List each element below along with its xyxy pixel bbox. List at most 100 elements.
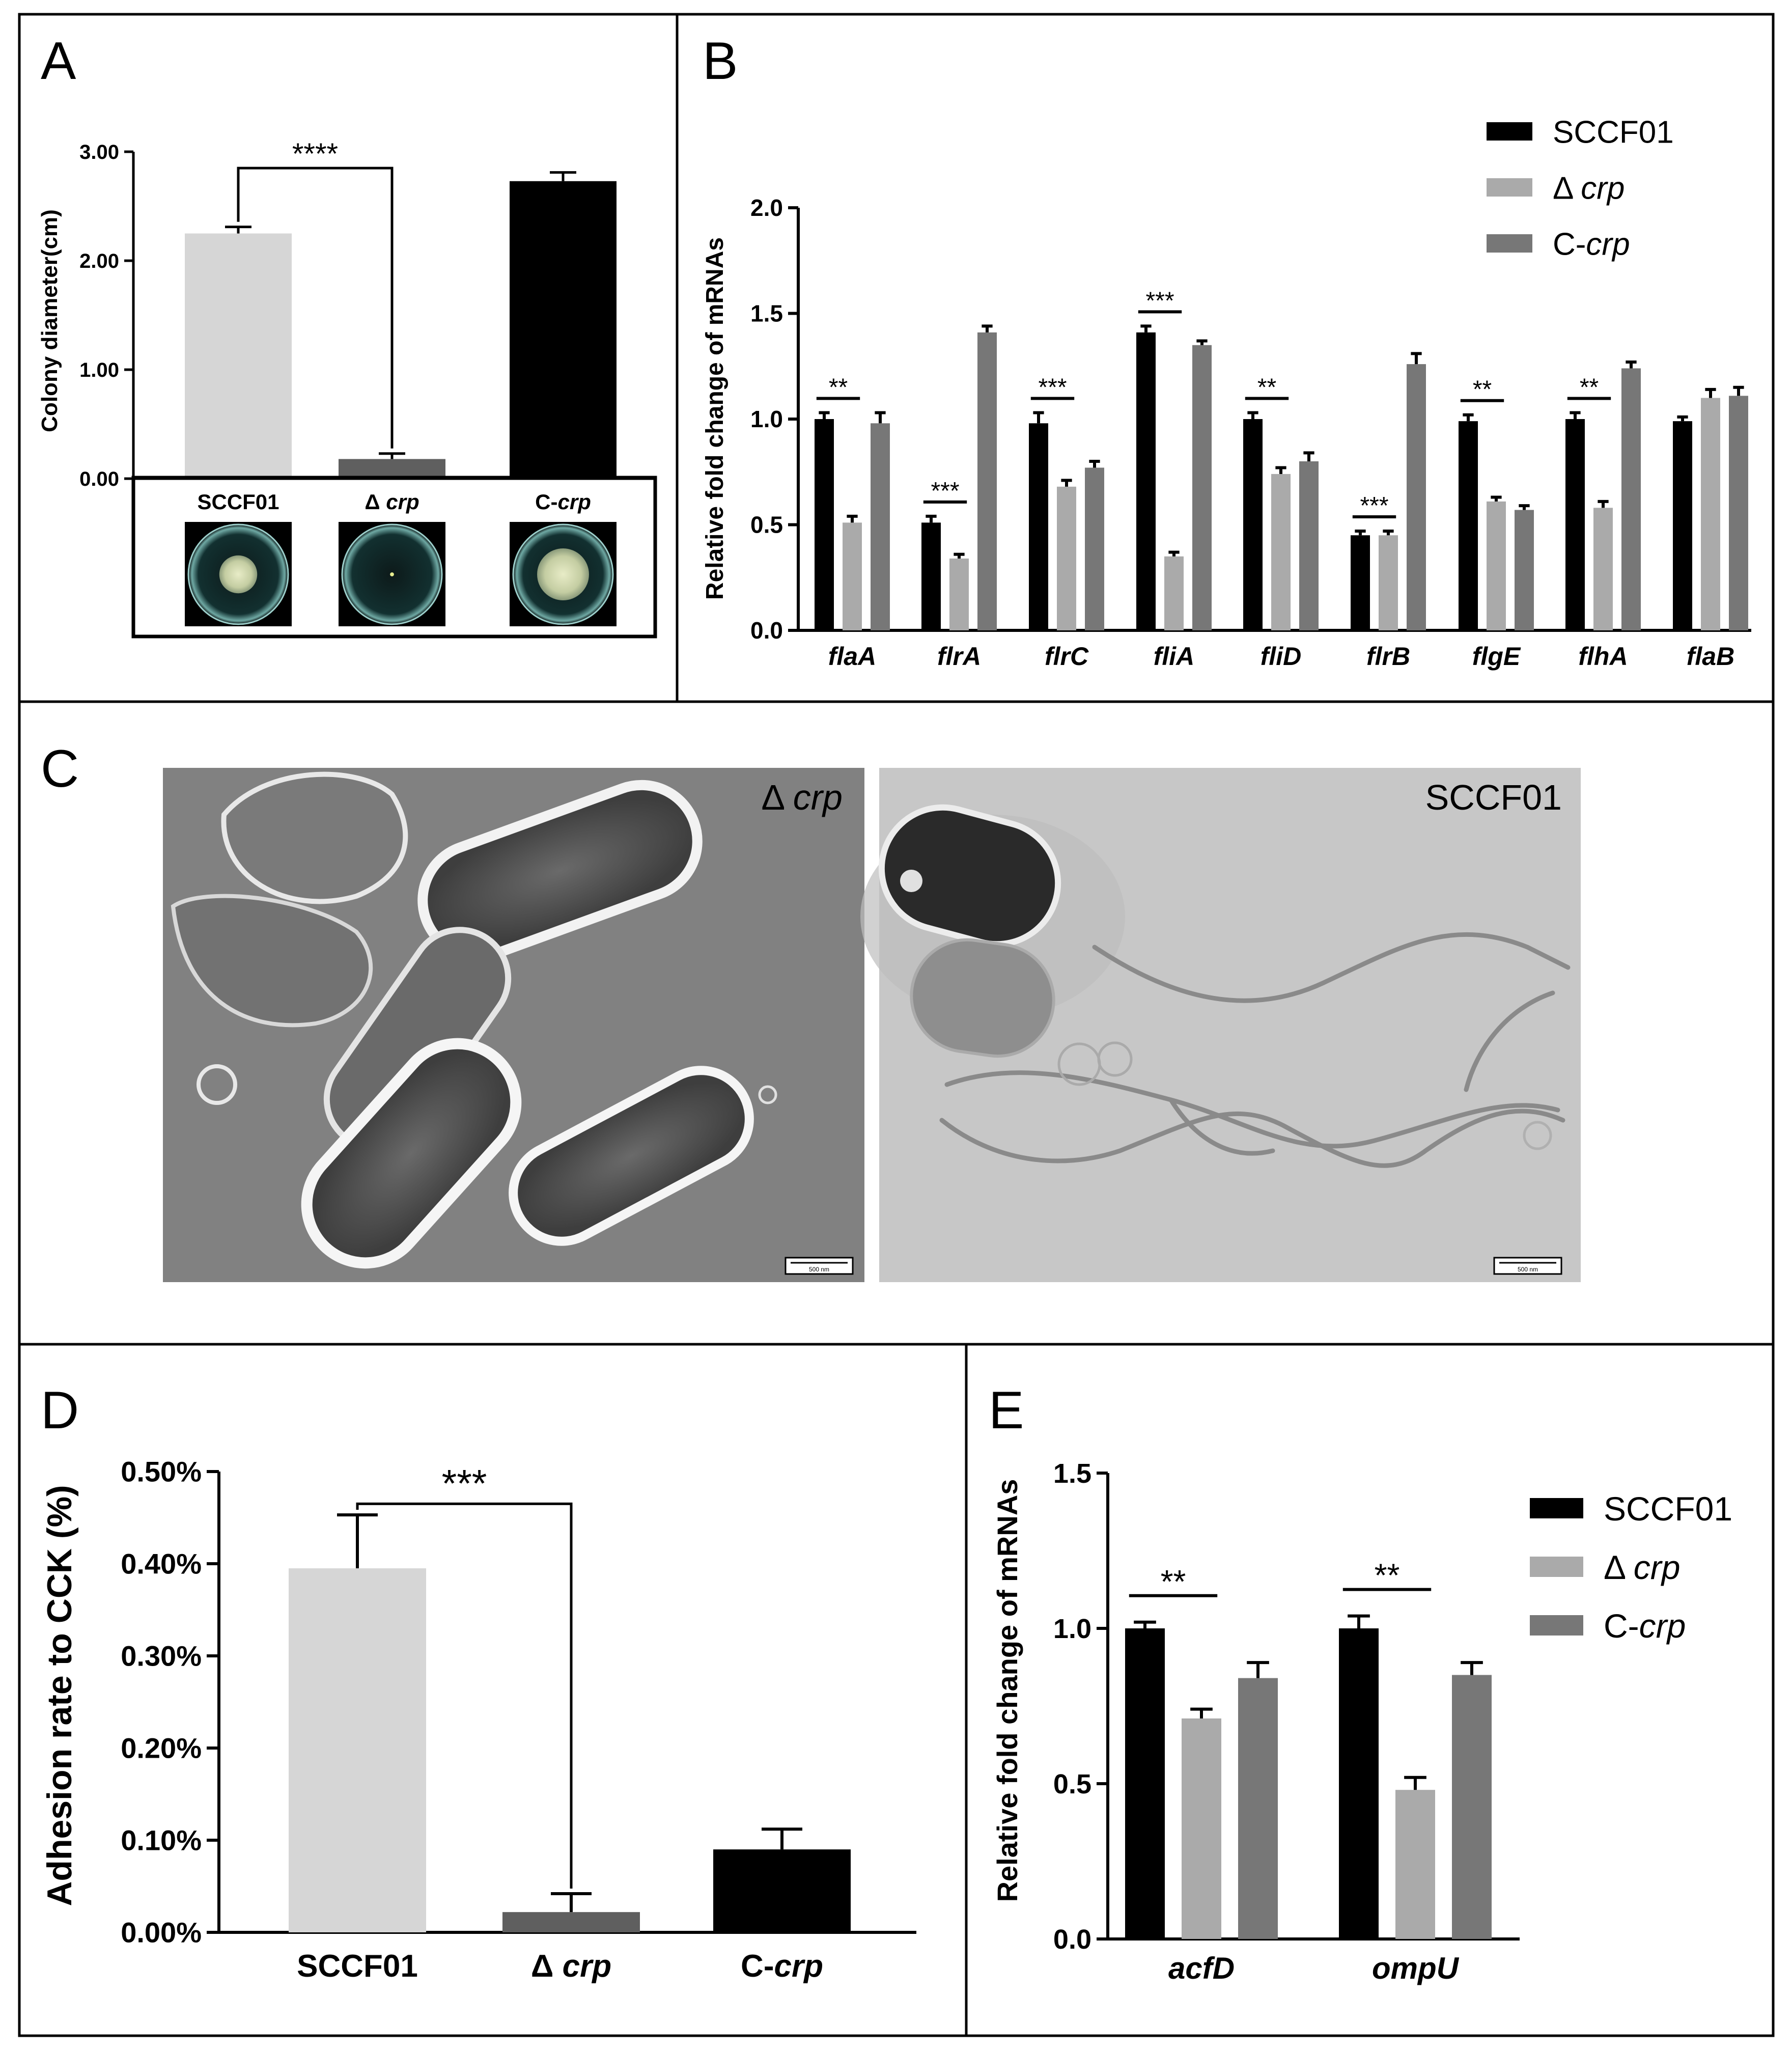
panel-d-bar	[289, 1568, 426, 1932]
panel-e-bar	[1182, 1718, 1221, 1939]
panel-b-bar	[815, 419, 834, 630]
panel-c-em-images: 500 nm Δ crp	[163, 768, 1581, 1282]
panel-a-bar	[185, 233, 292, 479]
panel-d-sig-bracket	[356, 1502, 573, 1889]
panel-b-category: flaA	[828, 642, 876, 671]
panel-b-bars	[815, 324, 1748, 630]
panel-b-legend-swatch	[1487, 178, 1532, 197]
panel-b-bar	[977, 332, 997, 630]
panel-e-axes: 0.0 0.5 1.0 1.5	[1053, 1458, 1520, 1955]
panel-a-significance: ****	[237, 137, 394, 449]
panel-e-sig-label: **	[1375, 1557, 1400, 1594]
panel-letter-b: B	[703, 32, 738, 91]
panel-d-ytick-label: 0.50%	[121, 1456, 202, 1488]
panel-e-legend-label-pre: Δ	[1604, 1548, 1634, 1586]
panel-b-bar	[1136, 332, 1156, 630]
em-label-sccf01: SCCF01	[1425, 778, 1562, 817]
panel-b-bar	[1379, 535, 1398, 630]
panel-a-category: Δ crp	[365, 490, 419, 514]
panel-e-bar	[1339, 1628, 1379, 1939]
panel-b-significance: ****************** **	[816, 287, 1611, 519]
panel-b-ytick-label: 1.0	[750, 406, 783, 432]
panel-a-colony-chart: Colony diameter(cm) 0.00 1.00 2.00 3.00 ***…	[37, 137, 657, 639]
colony	[390, 572, 394, 576]
panel-a-petri-dishes	[185, 522, 617, 626]
colony	[537, 548, 589, 600]
panel-d-category-pre: Δ	[531, 1949, 563, 1984]
panel-e-ylabel: Relative fold change of mRNAs	[991, 1479, 1023, 1902]
panel-b-legend-swatch	[1487, 234, 1532, 253]
panel-a-bar	[510, 181, 617, 479]
panel-b-legend-label-italic: crp	[1586, 227, 1630, 262]
em-label-delta-crp: Δ crp	[761, 778, 843, 817]
panel-b-bar	[949, 558, 969, 630]
panel-a-bars	[185, 171, 617, 479]
panel-d-significance: ***	[356, 1462, 573, 1889]
panel-b-bar	[1407, 364, 1426, 630]
panel-b-legend-label: SCCF01	[1553, 115, 1674, 150]
panel-b-bar	[1029, 423, 1048, 630]
panel-e-ytick-label: 0.0	[1053, 1924, 1091, 1955]
panel-b-bar	[1164, 556, 1184, 630]
panel-e-mrna-chart: Relative fold change of mRNAs 0.0 0.5 1.0 1…	[991, 1458, 1732, 1985]
panel-b-bar	[843, 522, 862, 630]
panel-b-mrna-chart: Relative fold change of mRNAs 0.0 0.5 1.0 1…	[702, 115, 1751, 671]
panel-frames	[18, 13, 1775, 2037]
panel-b-bar	[1057, 486, 1076, 630]
panel-b-bar	[1673, 421, 1692, 630]
panel-d-ylabel: Adhesion rate to CCK (%)	[40, 1485, 79, 1906]
panel-b-category: flrC	[1045, 642, 1089, 671]
panel-d-category: C-crp	[741, 1949, 823, 1984]
panel-d-category-labels: SCCF01 Δ crp C-crp	[297, 1949, 823, 1984]
panel-e-bar	[1125, 1628, 1165, 1939]
panel-e-bar	[1452, 1675, 1492, 1939]
panel-d-category-italic: crp	[774, 1949, 823, 1984]
panel-b-legend-label-italic: crp	[1581, 171, 1625, 206]
panel-d-ytick-label: 0.00%	[121, 1917, 202, 1949]
panel-a-bar	[339, 459, 445, 479]
panel-a-ytick-label: 1.00	[79, 359, 119, 381]
panel-b-bar	[1085, 467, 1104, 630]
panel-a-sig-label: ****	[292, 137, 338, 171]
panel-d-category: SCCF01	[297, 1949, 418, 1984]
panel-e-category-labels: acfD ompU	[1168, 1951, 1460, 1985]
panel-letter-c: C	[41, 739, 79, 798]
panel-b-category: fliD	[1261, 642, 1302, 671]
panel-e-legend-label: Δ crp	[1604, 1548, 1680, 1586]
panel-a-category-pre: C-	[535, 490, 557, 514]
panel-b-category: flrB	[1366, 642, 1410, 671]
panel-b-category: flgE	[1472, 642, 1521, 671]
panel-e-ytick-label: 0.5	[1053, 1769, 1091, 1799]
panel-b-bar	[1515, 510, 1534, 630]
panel-b-sig-label: **	[829, 374, 848, 401]
panel-e-legend-swatch	[1530, 1557, 1583, 1577]
panel-d-category-italic: crp	[563, 1949, 611, 1984]
panel-b-sig-label: ***	[1145, 287, 1174, 314]
panel-b-sig-label: **	[1257, 374, 1276, 401]
panel-d-sig-label: ***	[442, 1462, 487, 1505]
panel-a-ylabel: Colony diameter(cm)	[37, 209, 62, 432]
em-image-delta-crp: 500 nm Δ crp	[163, 768, 864, 1282]
panel-e-legend-swatch	[1530, 1615, 1583, 1636]
panel-b-ytick-label: 0.0	[750, 617, 783, 644]
panel-b-legend: SCCF01 Δ crp C-crp	[1487, 115, 1674, 262]
panel-b-category: fliA	[1154, 642, 1195, 671]
panel-e-significance: ** **	[1129, 1557, 1432, 1600]
panel-b-bar	[1243, 419, 1263, 630]
panel-b-sig-label: ***	[1038, 374, 1067, 401]
panel-b-bar	[1271, 474, 1291, 630]
panel-b-bar	[1299, 461, 1319, 630]
panel-b-legend-label: C-crp	[1553, 227, 1630, 262]
panel-a-axes: 0.00 1.00 2.00 3.00	[79, 141, 655, 490]
panel-b-category: flhA	[1578, 642, 1628, 671]
panel-d-ytick-label: 0.10%	[121, 1824, 202, 1856]
colony	[219, 555, 258, 594]
panel-b-category: flrA	[937, 642, 981, 671]
panel-b-sig-label: **	[1580, 374, 1599, 401]
panel-b-legend-label: Δ crp	[1553, 171, 1625, 206]
panel-e-bar	[1395, 1790, 1435, 1939]
scale-bar-label-right: 500 nm	[1518, 1266, 1538, 1273]
panel-b-bar	[1729, 396, 1748, 630]
panel-e-legend-label-pre: SCCF01	[1604, 1490, 1732, 1528]
